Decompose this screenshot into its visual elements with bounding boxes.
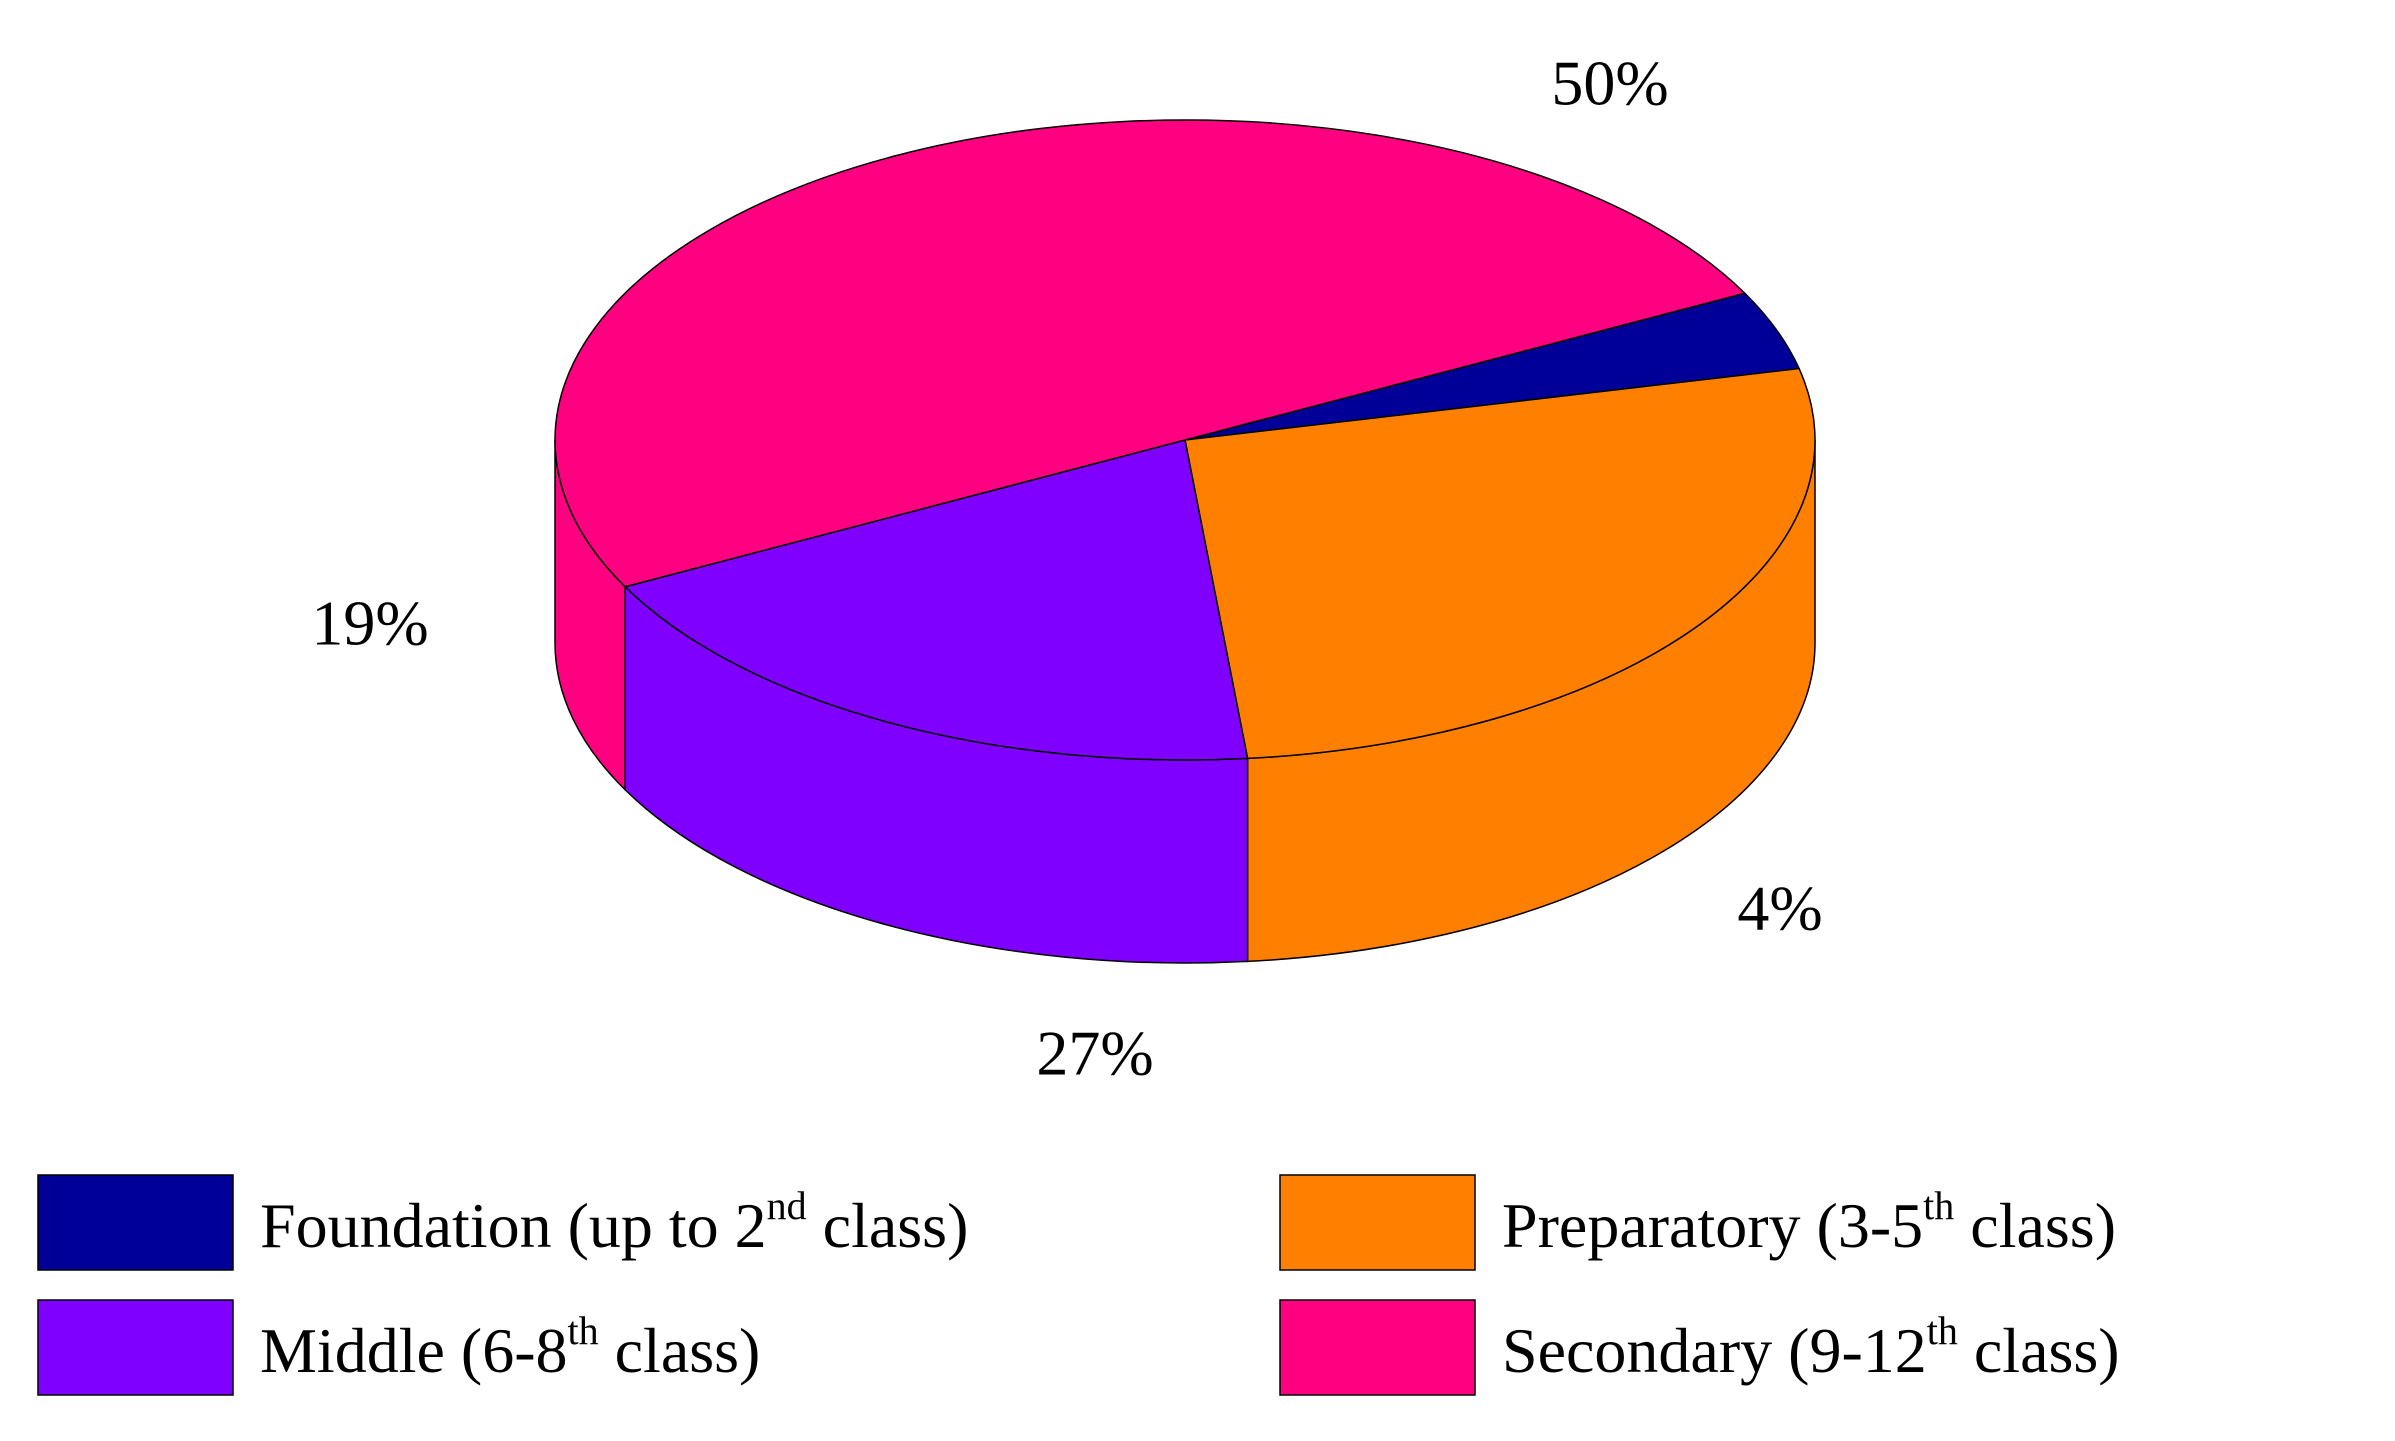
pie-slice xyxy=(1184,367,1816,760)
legend-label: Preparatory (3-5th class) xyxy=(1502,1183,2116,1261)
slice-value-labels: 4% 27% 19% 50% xyxy=(311,48,1822,1089)
slice-value-label: 19% xyxy=(311,588,428,659)
slice-value-label: 27% xyxy=(1036,1018,1153,1089)
slice-value-label: 4% xyxy=(1737,873,1822,944)
legend-swatch xyxy=(1279,1174,1476,1271)
slice-value-label: 50% xyxy=(1551,48,1668,119)
legend-item: Foundation (up to 2nd class) xyxy=(37,1174,968,1271)
legend-swatch xyxy=(37,1299,234,1396)
legend-item: Preparatory (3-5th class) xyxy=(1279,1174,2116,1271)
legend-label: Middle (6-8th class) xyxy=(260,1308,760,1386)
pie-slice xyxy=(623,439,1249,761)
legend-swatch xyxy=(1279,1299,1476,1396)
legend: Foundation (up to 2nd class) Preparatory … xyxy=(37,1174,2120,1396)
pie-slice xyxy=(554,119,1747,588)
pie-3d xyxy=(554,119,1816,964)
legend-swatch xyxy=(37,1174,234,1271)
legend-item: Middle (6-8th class) xyxy=(37,1299,760,1396)
legend-item: Secondary (9-12th class) xyxy=(1279,1299,2120,1396)
legend-label: Secondary (9-12th class) xyxy=(1502,1308,2120,1386)
legend-label: Foundation (up to 2nd class) xyxy=(260,1183,968,1261)
